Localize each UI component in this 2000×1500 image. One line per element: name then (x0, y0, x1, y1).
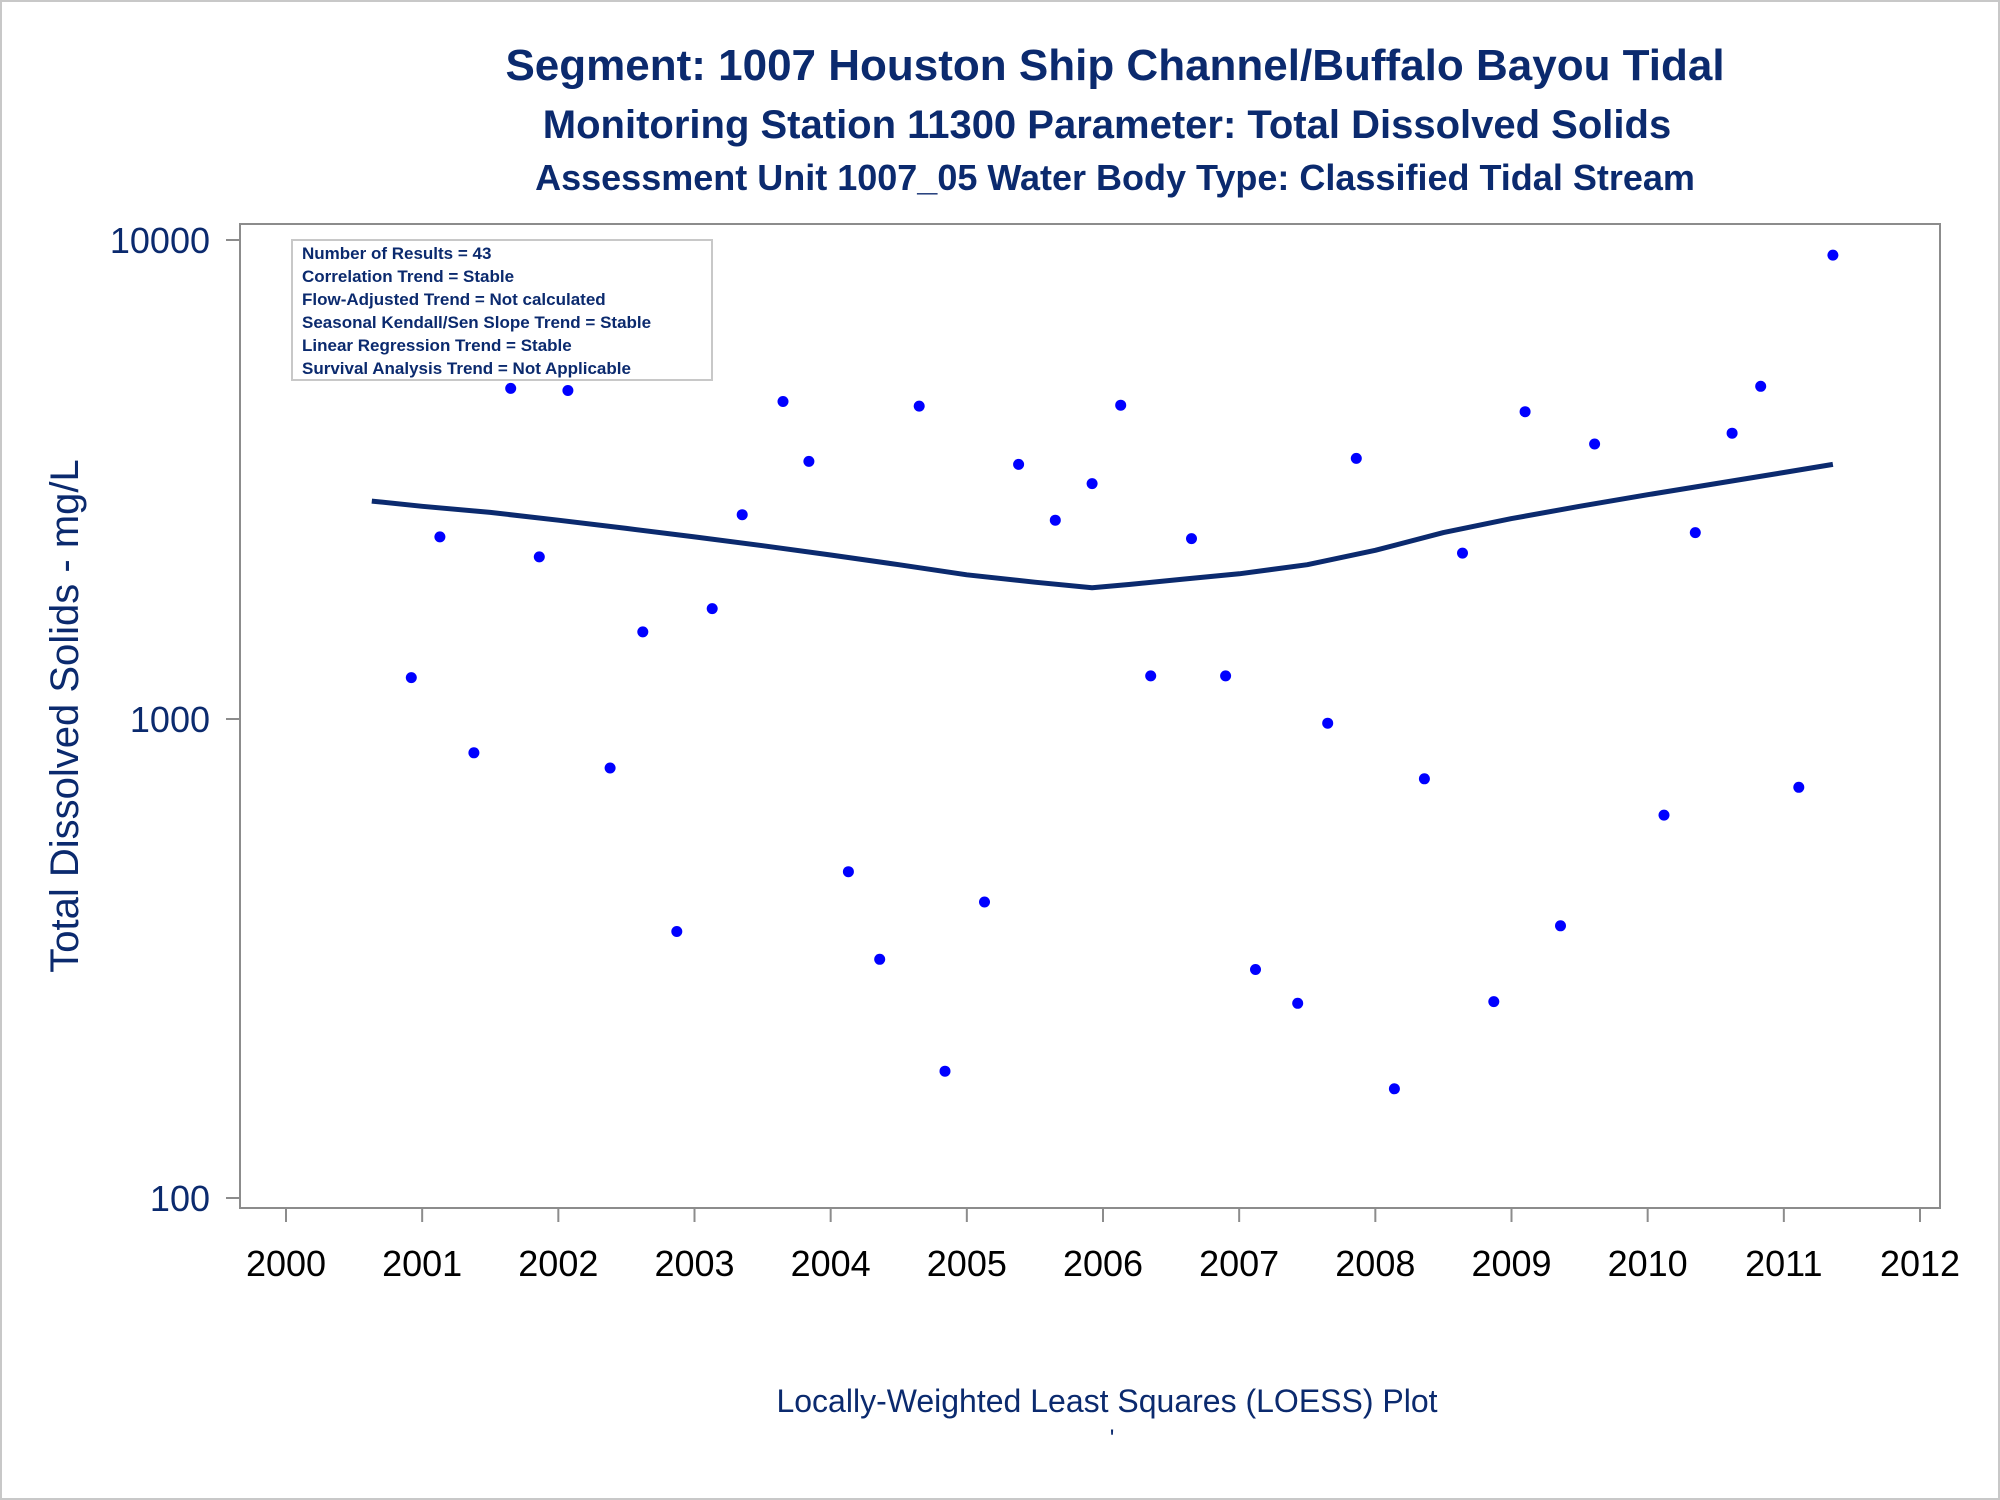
x-tick-label: 2009 (1471, 1243, 1551, 1284)
chart-subtitle: Monitoring Station 11300 Parameter: Tota… (543, 103, 1671, 147)
data-point (505, 382, 517, 394)
data-point (1755, 380, 1767, 392)
stats-box-frame (291, 239, 713, 381)
data-point (671, 926, 683, 937)
stats-box: Number of Results = 43 Correlation Trend… (291, 239, 713, 381)
data-point (562, 385, 574, 396)
x-tick-label: 2002 (518, 1243, 598, 1284)
y-axis: 100 1000 10000 (110, 220, 241, 1219)
stats-line: Flow-Adjusted Trend = Not calculated (302, 290, 606, 309)
data-point (468, 747, 480, 759)
x-tick-label: 2012 (1880, 1243, 1960, 1284)
data-point (1049, 514, 1061, 526)
stats-line: Linear Regression Trend = Stable (302, 336, 572, 355)
data-point (1013, 458, 1025, 470)
data-point (1589, 438, 1601, 450)
data-point (1555, 920, 1566, 932)
data-point (1145, 670, 1157, 682)
y-tick-label: 10000 (110, 220, 210, 261)
points-layer (366, 249, 1839, 1095)
x-tick-label: 2008 (1335, 1243, 1415, 1284)
data-point (604, 762, 616, 774)
data-point (1220, 670, 1232, 682)
data-point (533, 551, 545, 563)
y-axis-label: Total Dissolved Solids - mg/L (43, 459, 87, 973)
x-tick-label: 2010 (1608, 1243, 1688, 1284)
data-point (706, 603, 718, 615)
data-point (1086, 478, 1098, 490)
data-point (1186, 533, 1197, 545)
data-point (637, 626, 649, 638)
x-tick-label: 2011 (1745, 1243, 1822, 1284)
data-point (1488, 996, 1500, 1008)
data-point (1388, 1083, 1400, 1095)
x-tick-label: 2006 (1063, 1243, 1143, 1284)
data-point (434, 531, 446, 543)
x-tick-label: 2003 (654, 1243, 734, 1284)
stats-line: Seasonal Kendall/Sen Slope Trend = Stabl… (302, 313, 651, 332)
stats-line: Number of Results = 43 (302, 244, 491, 263)
data-point (1250, 964, 1261, 975)
data-point (874, 953, 886, 965)
x-tick-label: 2001 (382, 1243, 462, 1284)
chart-subtitle-2: Assessment Unit 1007_05 Water Body Type:… (535, 157, 1695, 198)
data-point (1350, 452, 1362, 464)
data-point (1292, 997, 1304, 1009)
data-point (979, 896, 990, 908)
x-tick-label: 2004 (791, 1243, 871, 1284)
y-tick-label: 1000 (130, 699, 210, 740)
data-point (1827, 249, 1839, 261)
data-point (1115, 399, 1127, 411)
data-point (913, 400, 925, 412)
chart-title: Segment: 1007 Houston Ship Channel/Buffa… (505, 41, 1724, 90)
data-point (1457, 547, 1468, 559)
loess-line (371, 461, 1834, 591)
x-tick-label: 2000 (246, 1243, 326, 1284)
data-point (1322, 717, 1334, 729)
chart-footnote: Locally-Weighted Least Squares (LOESS) P… (776, 1383, 1437, 1419)
loess-layer (371, 461, 1834, 591)
data-point (1689, 527, 1701, 539)
data-point (803, 455, 815, 467)
data-point (1658, 809, 1670, 821)
data-point (842, 866, 854, 878)
data-point (939, 1065, 951, 1077)
stats-line: Survival Analysis Trend = Not Applicable (302, 359, 631, 378)
data-point (1793, 781, 1805, 793)
stats-line: Correlation Trend = Stable (302, 267, 514, 286)
x-tick-label: 2007 (1199, 1243, 1279, 1284)
x-axis: 2000 2001 2002 2003 2004 2005 2006 2007 2008 2009… (246, 1208, 1960, 1284)
data-point (736, 509, 748, 521)
data-point (1418, 773, 1430, 785)
data-point (1519, 406, 1531, 418)
data-point (405, 672, 417, 684)
data-point (777, 396, 789, 407)
data-point (1726, 427, 1738, 439)
footnote-mark: ' (1110, 1425, 1115, 1452)
x-tick-label: 2005 (927, 1243, 1007, 1284)
y-tick-label: 100 (150, 1178, 210, 1219)
